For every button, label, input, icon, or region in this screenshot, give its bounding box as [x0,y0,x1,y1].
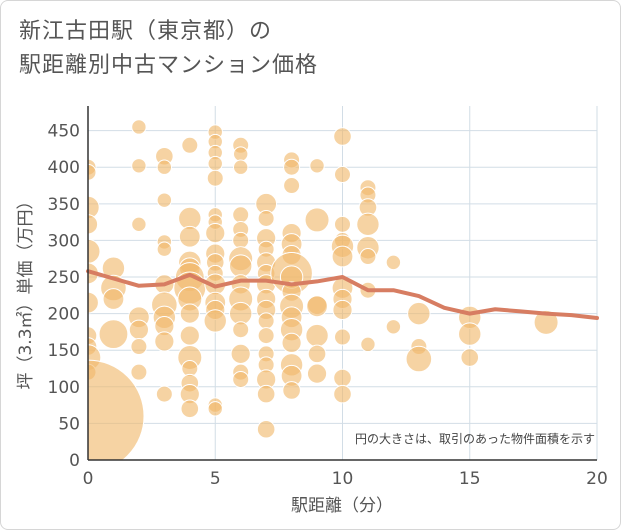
bubble-point [256,419,276,439]
y-axis-title: 坪（3.3㎡）単価（万円） [16,192,36,389]
chart-title: 新江古田駅（東京都）の 駅距離別中古マンション価格 [19,15,318,83]
y-tick-label: 200 [48,305,80,325]
bubble-point [206,169,224,187]
bubble-point [334,166,351,184]
bubble-point [256,384,276,404]
bubble-point [232,206,250,224]
y-tick-label: 400 [48,158,80,178]
bubble-point [332,299,353,321]
bubble-point [460,348,480,367]
y-tick-label: 450 [48,122,80,142]
title-line-1: 新江古田駅（東京都）の [19,19,273,44]
bubble-point [304,207,330,233]
bubble-point [128,319,149,340]
size-note: 円の大きさは、取引のあった物件面積を示す [355,431,595,446]
bubble-point [306,295,328,318]
bubble-point [356,212,380,237]
x-axis-title: 駅距離（分） [291,496,393,516]
bubble-point [283,158,301,176]
y-tick-label: 150 [48,341,80,361]
bubble-point [88,359,145,460]
bubble-point [205,223,226,244]
bubble-point [334,328,351,346]
bubble-layer [88,119,559,460]
bubble-point [306,363,328,384]
bubble-point [257,312,275,330]
x-tick-label: 10 [332,469,354,489]
bubble-point [309,158,325,174]
bubble-point [281,332,302,353]
bubble-point [131,216,147,233]
bubble-point [407,301,431,326]
bubble-point [233,159,249,175]
bubble-point [154,331,175,352]
bubble-point [179,325,200,346]
bubble-point [333,127,352,146]
y-tick-label: 300 [48,231,80,251]
bubble-point [156,241,173,257]
bubble-point [232,231,250,249]
bubble-point [333,368,352,388]
bubble-point [178,225,201,248]
bubble-point [207,401,223,417]
bubble-point [257,327,275,345]
y-tick-label: 350 [48,195,80,215]
bubble-point [333,384,352,404]
bubble-point [282,381,301,400]
tick-labels: 0 50 100 150 200 250 300 350 400 450 0 5 10 15 20 [48,122,608,489]
bubble-point [458,322,482,346]
title-line-2: 駅距離別中古マンション価格 [19,53,319,78]
bubble-point [229,254,253,278]
bubble-point [207,155,223,172]
bubble-point [88,238,101,264]
y-tick-label: 50 [58,414,80,434]
x-tick-label: 5 [210,469,221,489]
y-tick-label: 0 [69,451,80,471]
axes [87,106,597,461]
bubble-point [334,215,351,233]
x-tick-label: 0 [83,469,94,489]
bubble-point [233,146,249,162]
trend-layer [86,269,599,321]
y-tick-label: 250 [48,268,80,288]
bubble-point [130,363,148,381]
bubble-point [156,192,173,208]
y-tick-label: 100 [48,378,80,398]
bubble-point [385,319,402,335]
bubble-point [179,303,200,324]
bubble-point [102,288,125,310]
bubble-point [230,343,251,364]
bubble-point [232,321,250,339]
x-tick-label: 15 [459,469,481,489]
bubble-point [98,319,129,350]
bubble-point [203,309,227,333]
bubble-point [360,336,376,353]
bubble-point [385,254,402,271]
bubble-point [359,248,377,266]
bubble-point [307,344,327,364]
bubble-point [232,370,250,388]
bubble-point [130,338,148,356]
bubble-point [131,158,147,174]
bubble-point [88,163,97,181]
bubble-point [180,399,200,419]
bubble-point [305,323,329,348]
bubble-point [156,159,173,175]
bubble-point [88,291,99,314]
bubble-point [155,385,173,403]
bubble-point [283,177,301,195]
bubble-point [331,245,354,268]
bubble-point [257,209,275,227]
bubble-point [181,136,199,154]
bubble-point [533,309,559,335]
bubble-point [131,119,147,135]
trend-line [86,269,599,321]
x-tick-label: 20 [586,469,608,489]
bubble-point [405,345,433,373]
